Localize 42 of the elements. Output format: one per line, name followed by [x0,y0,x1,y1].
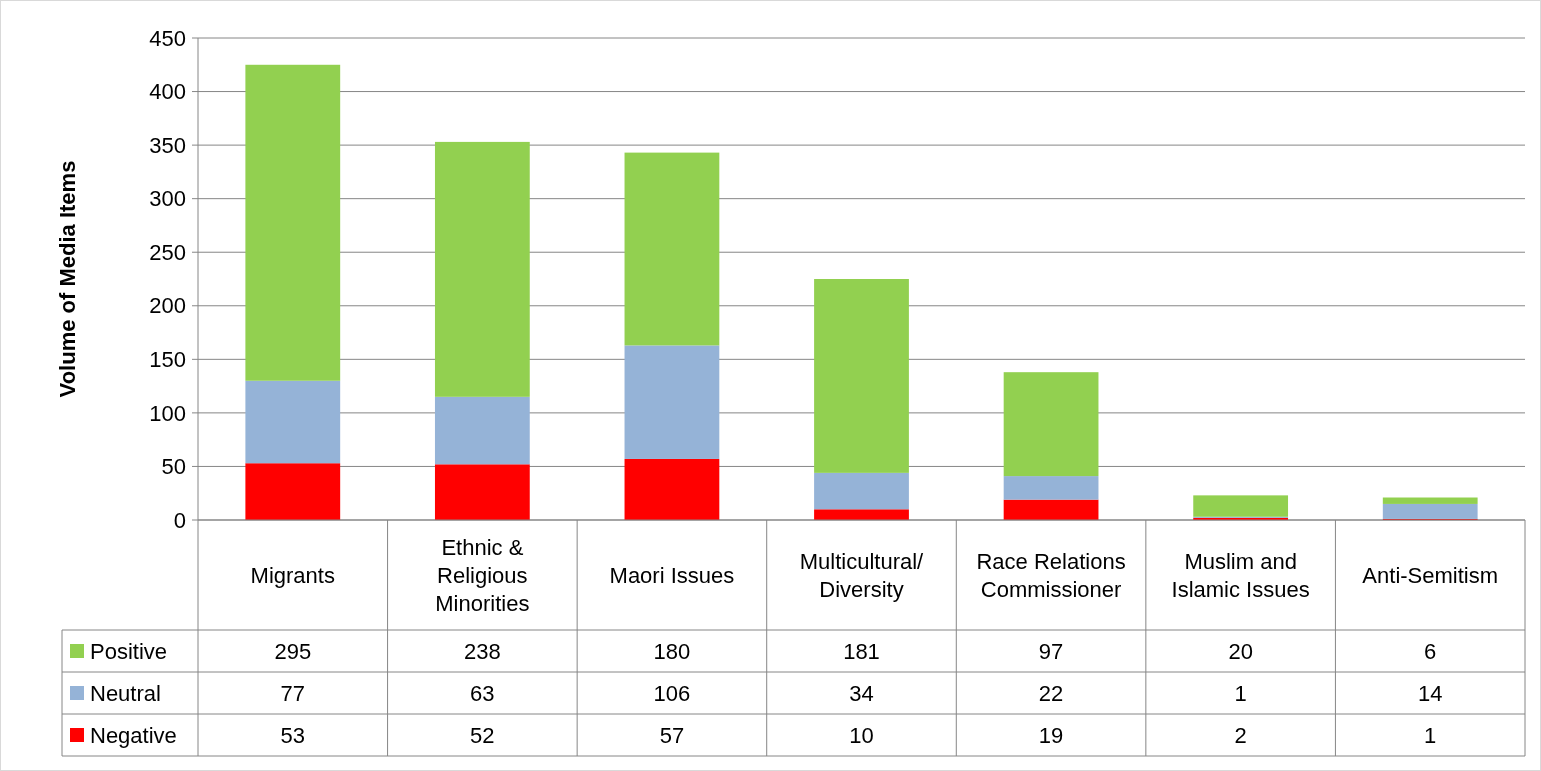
y-tick-label: 150 [149,347,186,373]
data-label: 63 [470,680,495,706]
y-tick-label: 450 [149,25,186,51]
data-label: 52 [470,722,495,748]
data-label: 34 [849,680,874,706]
data-label: 77 [280,680,306,706]
y-tick-label: 300 [149,186,186,212]
y-tick-label: 350 [149,132,186,158]
legend-label: Negative [90,722,177,748]
legend-label: Positive [90,638,168,664]
data-label: 238 [464,638,501,664]
data-label: 14 [1417,680,1443,706]
x-tick-label: Anti-Semitism [1362,562,1499,588]
y-tick-label: 400 [149,79,186,105]
y-tick-label: 100 [149,400,186,426]
y-tick-label: 50 [161,454,186,480]
data-label: 2 [1234,722,1247,748]
data-label: 97 [1038,638,1064,664]
data-label: 1 [1234,680,1247,706]
x-tick-label: Multicultural/ Diversity [799,548,925,602]
data-label: 57 [659,722,685,748]
data-label: 19 [1038,722,1064,748]
data-label: 106 [653,680,691,706]
x-tick-label: Ethnic & Religious Minorities [435,534,530,616]
y-axis-title: Volume of Media Items [55,160,80,398]
data-label: 295 [274,638,312,664]
data-label: 10 [849,722,874,748]
data-label: 181 [843,638,880,664]
x-tick-label: Migrants [250,562,335,588]
x-tick-label: Maori Issues [609,562,735,588]
data-label: 53 [280,722,306,748]
data-label: 6 [1424,638,1437,664]
x-tick-label: Muslim and Islamic Issues [1171,548,1310,602]
y-tick-label: 0 [173,507,186,533]
data-label: 20 [1228,638,1253,664]
x-tick-label: Race Relations Commissioner [976,548,1126,602]
data-label: 180 [653,638,691,664]
data-label: 22 [1038,680,1064,706]
y-tick-label: 200 [149,293,186,319]
legend-label: Neutral [90,680,161,706]
y-tick-label: 250 [149,239,186,265]
data-label: 1 [1424,722,1437,748]
